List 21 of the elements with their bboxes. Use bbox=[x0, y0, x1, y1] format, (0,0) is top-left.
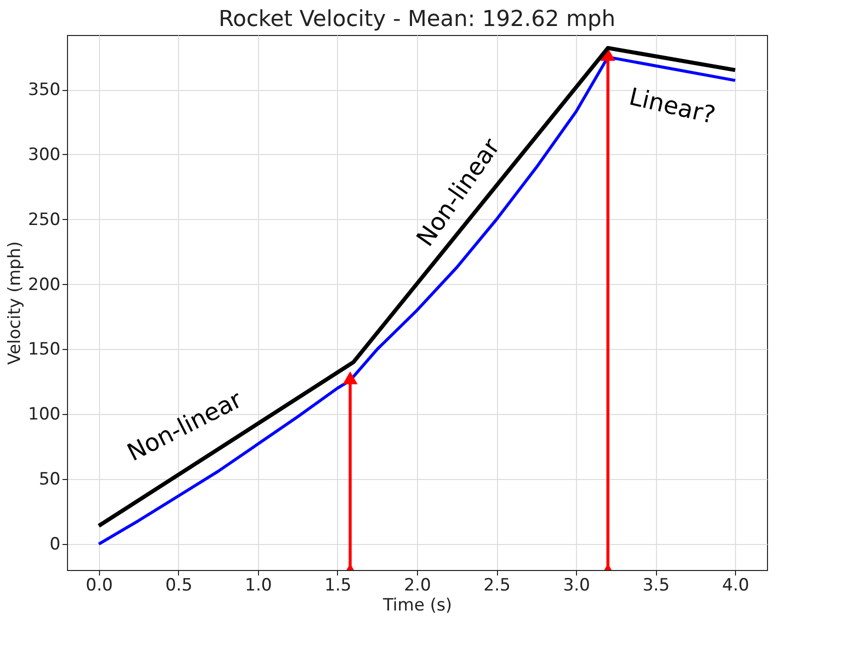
y-tick-label: 250 bbox=[28, 210, 60, 230]
y-tick-label: 50 bbox=[38, 470, 60, 490]
x-tick-label: 1.5 bbox=[324, 576, 352, 596]
x-tick-label: 0.5 bbox=[165, 576, 192, 596]
x-axis-title: Time (s) bbox=[382, 596, 452, 616]
y-tick-label: 350 bbox=[28, 80, 60, 100]
x-tick-label: 2.5 bbox=[484, 576, 511, 596]
x-tick-label: 3.0 bbox=[563, 576, 590, 596]
y-tick-label: 100 bbox=[28, 404, 60, 425]
x-tick-label: 0.0 bbox=[86, 576, 113, 596]
x-tick-label: 2.0 bbox=[404, 576, 432, 596]
chart-title: Rocket Velocity - Mean: 192.62 mph bbox=[218, 7, 616, 32]
x-tick-label: 1.0 bbox=[244, 576, 272, 596]
y-tick-label: 200 bbox=[28, 274, 60, 295]
y-tick-label: 0 bbox=[50, 534, 60, 555]
y-tick-label: 150 bbox=[28, 340, 60, 360]
y-tick-label: 300 bbox=[28, 144, 60, 165]
y-axis-title: Velocity (mph) bbox=[5, 241, 26, 365]
x-tick-label: 3.5 bbox=[642, 576, 670, 596]
x-tick-label: 4.0 bbox=[722, 576, 750, 596]
annotation: Linear? bbox=[626, 82, 718, 130]
